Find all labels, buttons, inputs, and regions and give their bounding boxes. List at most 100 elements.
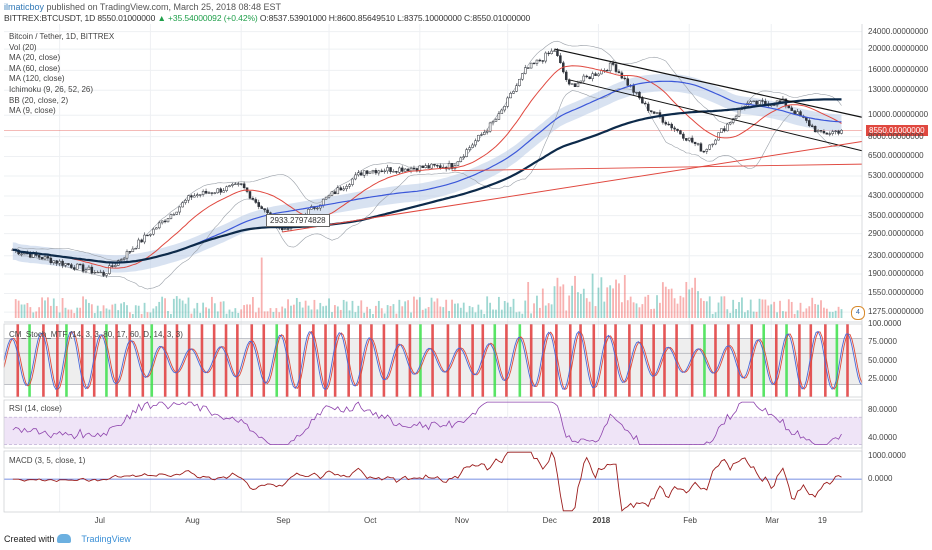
stoch-axis-label: 50.0000 (868, 355, 897, 365)
candle-body (685, 138, 688, 141)
legend-ma9[interactable]: MA (9, close) (9, 106, 56, 116)
events-badge[interactable]: 4 (851, 306, 865, 320)
candle-body (406, 168, 410, 172)
candle-body (529, 62, 533, 69)
macd-label[interactable]: MACD (3, 5, close, 1) (9, 456, 86, 465)
volume-bar (380, 308, 383, 318)
stoch-signal-bar (592, 324, 596, 397)
volume-bar (290, 305, 292, 318)
candle-body (198, 194, 202, 196)
candle-body (266, 209, 269, 214)
candle-body (521, 73, 524, 80)
candle-body (152, 228, 155, 235)
volume-bar (635, 303, 638, 318)
volume-bar (483, 313, 486, 318)
volume-bar (711, 313, 714, 318)
symbol-line: BITTREX:BTCUSDT, 1D 8550.01000000 ▲ +35.… (4, 13, 530, 23)
legend-vol[interactable]: Vol (20) (9, 42, 37, 52)
time-axis-label: 19 (817, 516, 827, 525)
volume-bar (184, 303, 187, 318)
stoch-signal-bar (714, 324, 717, 397)
candle-body (242, 183, 246, 188)
candle-body (251, 198, 255, 200)
stoch-signal-bar (675, 324, 678, 397)
legend-bb[interactable]: BB (20, close, 2) (9, 95, 69, 105)
candle-body (582, 75, 586, 82)
author-link[interactable]: ilmaticboy (4, 2, 45, 12)
volume-bar (659, 302, 661, 318)
volume-bar (600, 277, 603, 318)
time-axis-label: Oct (364, 516, 377, 525)
candle-body (61, 260, 64, 266)
volume-bar (749, 299, 752, 318)
stoch-signal-bar (92, 324, 96, 397)
volume-bar (175, 296, 178, 318)
candle-body (263, 208, 266, 211)
candle-body (485, 130, 489, 133)
volume-bar (158, 301, 161, 318)
volume-bar (729, 312, 732, 318)
rsi-label[interactable]: RSI (14, close) (9, 404, 62, 413)
candle-body (626, 78, 629, 86)
time-axis-label: Feb (683, 516, 698, 525)
candle-body (58, 260, 61, 264)
volume-bar (550, 304, 553, 318)
volume-bar (500, 309, 503, 318)
macd-axis-label: 0.0000 (868, 474, 893, 484)
volume-bar (70, 309, 73, 318)
volume-bar (679, 295, 682, 318)
volume-bar (515, 312, 518, 318)
legend-ma120[interactable]: MA (120, close) (9, 74, 65, 84)
candle-body (810, 125, 814, 127)
stoch-signal-bar (359, 324, 362, 397)
stoch-signal-bar (236, 324, 239, 397)
candle-body (430, 163, 433, 169)
legend-ma60[interactable]: MA (60, close) (9, 63, 61, 73)
volume-bar (354, 312, 357, 318)
volume-bar (372, 313, 374, 318)
legend-ma20[interactable]: MA (20, close) (9, 53, 61, 63)
candle-body (705, 149, 709, 152)
volume-bar (802, 311, 805, 318)
ma60-line (12, 80, 842, 264)
volume-bar (805, 308, 808, 318)
volume-bar (99, 311, 102, 318)
candle-body (336, 187, 340, 195)
stoch-signal-bar (529, 324, 533, 397)
stoch-signal-bar (28, 324, 31, 397)
rsi-axis-label: 40.0000 (868, 432, 897, 442)
volume-bar (164, 298, 166, 318)
price-axis-label: 4300.00000000 (868, 190, 924, 200)
price-annotation[interactable]: 2933.27974828 (266, 214, 330, 227)
stoch-signal-bar (663, 324, 666, 397)
volume-bar (55, 306, 58, 318)
volume-bar (322, 306, 325, 318)
candle-body (184, 199, 187, 203)
volume-bar (700, 298, 702, 318)
volume-bar (451, 299, 453, 318)
volume-bar (395, 313, 398, 318)
candle-body (395, 171, 398, 173)
price-axis-label: 13000.00000000 (868, 85, 929, 95)
candle-body (23, 252, 26, 255)
volume-bar (254, 312, 257, 318)
footer-brand[interactable]: TradingView (81, 534, 131, 544)
volume-bar (351, 300, 354, 318)
volume-bar (301, 307, 304, 318)
candle-body (728, 122, 732, 125)
moving-averages (12, 65, 842, 269)
legend-ichimoku[interactable]: Ichimoku (9, 26, 52, 26) (9, 84, 94, 94)
candle-body (737, 109, 741, 117)
volume-bar (741, 297, 743, 318)
candle-body (553, 50, 556, 52)
candle-body (213, 192, 217, 194)
volume-bar (442, 307, 445, 318)
volume-bar (82, 296, 84, 318)
volume-bar (392, 304, 395, 318)
candle-body (354, 174, 357, 180)
stoch-label[interactable]: CM_Stoch_MTF (14, 3, 3, 80, 17, 60, D, 1… (9, 330, 183, 339)
volume-bar (52, 298, 55, 318)
volume-bar (111, 304, 114, 318)
stoch-signal-bar (163, 324, 167, 397)
